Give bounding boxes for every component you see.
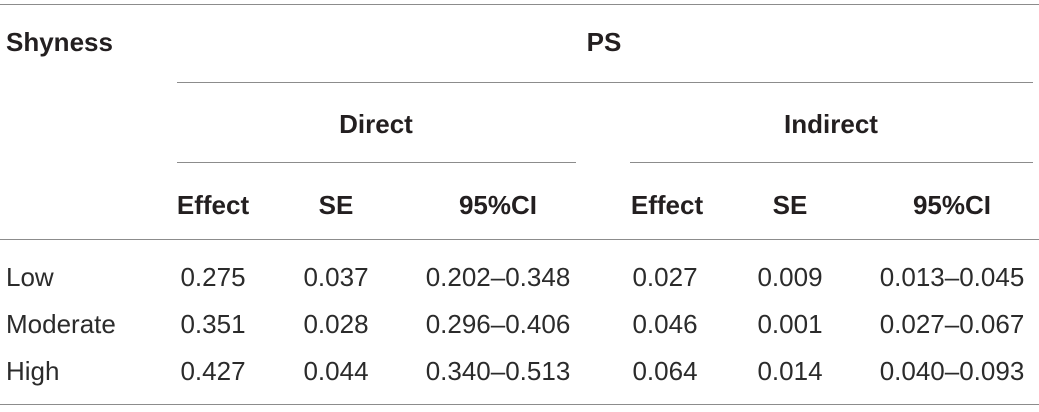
- table-cell: 0.064: [632, 356, 698, 386]
- table-cell: 0.296–0.406: [425, 309, 571, 339]
- table-cell: 0.046: [632, 309, 698, 339]
- column-header-direct-ci: 95%CI: [458, 190, 538, 220]
- table-cell: 0.013–0.045: [879, 262, 1025, 292]
- table-cell: 0.351: [180, 309, 246, 339]
- table-cell: 0.009: [757, 262, 823, 292]
- table-cell: 0.014: [757, 356, 823, 386]
- top-rule: [0, 4, 1039, 5]
- table-cell: 0.340–0.513: [425, 356, 571, 386]
- indirect-group-header: Indirect: [784, 109, 878, 139]
- row-label-low: Low: [6, 262, 54, 292]
- table-cell: 0.037: [303, 262, 369, 292]
- bottom-rule: [0, 404, 1039, 405]
- column-header-direct-se: SE: [318, 190, 354, 220]
- column-header-indirect-effect: Effect: [630, 190, 704, 220]
- table-cell: 0.275: [180, 262, 246, 292]
- table-cell: 0.427: [180, 356, 246, 386]
- row-label-high: High: [6, 356, 60, 386]
- row-label-moderate: Moderate: [6, 309, 116, 339]
- table-cell: 0.044: [303, 356, 369, 386]
- column-header-indirect-se: SE: [772, 190, 808, 220]
- header-bottom-rule: [0, 239, 1039, 240]
- table-cell: 0.202–0.348: [425, 262, 571, 292]
- table-cell: 0.001: [757, 309, 823, 339]
- indirect-underline: [630, 162, 1033, 163]
- stub-header: Shyness: [6, 27, 113, 57]
- direct-underline: [177, 162, 576, 163]
- ps-header: PS: [586, 27, 622, 57]
- table-cell: 0.040–0.093: [879, 356, 1025, 386]
- table-cell: 0.027–0.067: [879, 309, 1025, 339]
- direct-group-header: Direct: [339, 109, 413, 139]
- table-cell: 0.028: [303, 309, 369, 339]
- column-header-indirect-ci: 95%CI: [912, 190, 992, 220]
- table-cell: 0.027: [632, 262, 698, 292]
- ps-underline: [177, 82, 1033, 83]
- column-header-direct-effect: Effect: [176, 190, 250, 220]
